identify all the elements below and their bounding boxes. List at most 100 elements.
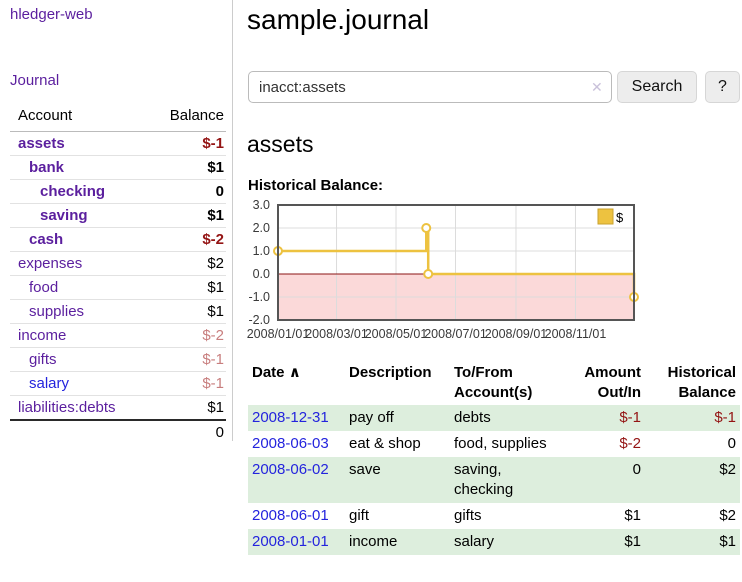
accounts-sidebar: Account Balance assets $-1 bank $1 checking 0… (10, 104, 226, 441)
sidebar-divider (232, 0, 233, 441)
transaction-date-link[interactable]: 2008-06-03 (252, 435, 329, 452)
account-link[interactable]: bank (29, 159, 65, 176)
cell-balance: $-1 (714, 409, 736, 426)
accounts-total-value: 0 (215, 424, 224, 441)
register-row: 2008-06-03 eat & shop food, supplies $-2 0 (248, 431, 740, 457)
account-balance: $-2 (202, 327, 224, 344)
cell-amount: $1 (624, 533, 641, 550)
cell-amount: $-2 (619, 435, 641, 452)
account-link[interactable]: supplies (29, 303, 85, 320)
accounts-header-account: Account (18, 107, 73, 124)
account-row: income $-2 (10, 324, 226, 348)
account-link[interactable]: salary (29, 375, 70, 392)
search-input[interactable] (248, 71, 612, 103)
cell-date: 2008-01-01 (248, 529, 345, 555)
account-balance: $-1 (202, 135, 224, 152)
account-row: food $1 (10, 276, 226, 300)
page-title: sample.journal (247, 4, 430, 35)
account-balance: $-2 (202, 231, 224, 248)
historical-balance-chart: 3.0 2.0 1.0 0.0 -1.0 -2.02008/01/012008/03/01… (247, 198, 639, 341)
help-button[interactable]: ? (705, 71, 740, 103)
legend-swatch (597, 208, 614, 225)
accounts-header: Account Balance (10, 104, 226, 132)
plot-border (277, 204, 635, 321)
account-row: checking 0 (10, 180, 226, 204)
account-link[interactable]: checking (40, 183, 106, 200)
account-link[interactable]: cash (29, 231, 64, 248)
account-row: gifts $-1 (10, 348, 226, 372)
transaction-date-link[interactable]: 2008-01-01 (252, 533, 329, 550)
accounts-header-balance: Balance (169, 107, 224, 124)
cell-accounts: gifts (454, 507, 482, 524)
account-balance: 0 (215, 183, 224, 200)
cell-accounts: saving, checking (454, 461, 514, 498)
header-description: Description (349, 364, 432, 381)
account-link[interactable]: income (18, 327, 67, 344)
x-axis-tick-label: 2008/11/01 (545, 327, 607, 341)
cell-date: 2008-06-01 (248, 503, 345, 529)
x-axis-tick-label: 2008/01/01 (247, 327, 310, 341)
register-row: 2008-06-01 gift gifts $1 $2 (248, 503, 740, 529)
account-balance: $1 (207, 159, 224, 176)
sort-ascending-icon: ∧ (288, 364, 301, 381)
cell-description: gift (349, 507, 370, 524)
account-link[interactable]: gifts (29, 351, 57, 368)
transaction-date-link[interactable]: 2008-06-02 (252, 461, 329, 478)
y-axis-tick-label: 0.0 (253, 267, 270, 281)
register-table: Date ∧ Description To/From Account(s) Am… (248, 361, 740, 555)
account-row: salary $-1 (10, 372, 226, 396)
header-balance: Historical Balance (667, 364, 736, 401)
register-row: 2008-12-31 pay off debts $-1 $-1 (248, 405, 740, 431)
account-row: cash $-2 (10, 228, 226, 252)
cell-accounts: food, supplies (454, 435, 547, 452)
cell-date: 2008-06-03 (248, 431, 345, 457)
y-axis-tick-label: 2.0 (253, 221, 270, 235)
account-link[interactable]: food (29, 279, 59, 296)
cell-balance: 0 (727, 435, 736, 452)
transaction-date-link[interactable]: 2008-06-01 (252, 507, 329, 524)
header-date[interactable]: Date ∧ (248, 361, 345, 405)
account-balance: $-1 (202, 351, 224, 368)
y-axis-tick-label: -1.0 (248, 290, 270, 304)
header-date-label: Date (252, 364, 285, 381)
cell-amount: $-1 (619, 409, 641, 426)
cell-accounts: debts (454, 409, 491, 426)
account-row: liabilities:debts $1 (10, 396, 226, 419)
cell-description: eat & shop (349, 435, 421, 452)
x-axis-tick-label: 2008/07/01 (424, 327, 487, 341)
search-button[interactable]: Search (617, 71, 697, 103)
x-axis-tick-label: 2008/05/01 (365, 327, 428, 341)
legend-label: $ (616, 210, 624, 225)
transaction-date-link[interactable]: 2008-12-31 (252, 409, 329, 426)
account-balance: $1 (207, 303, 224, 320)
account-row: bank $1 (10, 156, 226, 180)
account-row: supplies $1 (10, 300, 226, 324)
cell-date: 2008-12-31 (248, 405, 345, 431)
cell-description: save (349, 461, 381, 478)
account-balance: $1 (207, 279, 224, 296)
register-header-row: Date ∧ Description To/From Account(s) Am… (248, 361, 740, 405)
x-axis-tick-label: 2008/03/01 (305, 327, 368, 341)
nav-journal-link[interactable]: Journal (10, 72, 60, 89)
account-balance: $1 (207, 207, 224, 224)
cell-accounts: salary (454, 533, 495, 550)
clear-search-icon[interactable]: ✕ (591, 79, 603, 95)
account-link[interactable]: assets (18, 135, 65, 152)
account-link[interactable]: liabilities:debts (18, 399, 116, 416)
cell-date: 2008-06-02 (248, 457, 345, 503)
header-amount: Amount Out/In (584, 364, 641, 401)
account-row: expenses $2 (10, 252, 226, 276)
app-brand-link[interactable]: hledger-web (10, 6, 93, 23)
cell-balance: $2 (719, 507, 736, 524)
accounts-list: assets $-1 bank $1 checking 0 saving $1 cash $-2 e… (10, 132, 226, 419)
register-row: 2008-01-01 income salary $1 $1 (248, 529, 740, 555)
account-balance: $2 (207, 255, 224, 272)
header-accounts: To/From Account(s) (454, 364, 533, 401)
y-axis-tick-label: 3.0 (253, 198, 270, 212)
cell-description: income (349, 533, 398, 550)
account-link[interactable]: expenses (18, 255, 83, 272)
cell-balance: $2 (719, 461, 736, 478)
x-axis-tick-label: 2008/09/01 (485, 327, 548, 341)
account-heading: assets (247, 131, 314, 157)
account-link[interactable]: saving (40, 207, 88, 224)
